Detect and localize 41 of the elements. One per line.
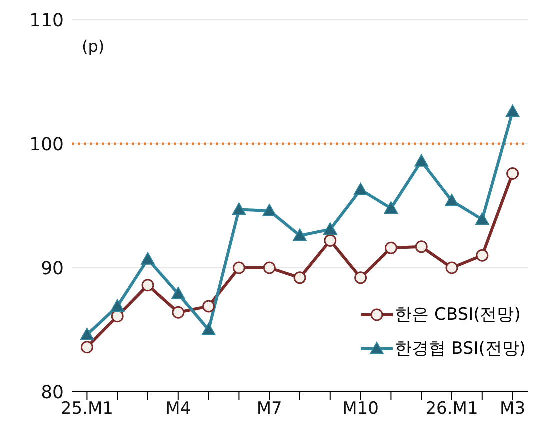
point — [384, 242, 398, 254]
point — [262, 204, 277, 216]
point — [476, 249, 489, 262]
point — [232, 202, 246, 216]
point — [80, 328, 94, 340]
point — [414, 154, 429, 167]
point — [141, 252, 155, 265]
point — [506, 168, 520, 180]
point — [142, 279, 154, 292]
point — [324, 234, 337, 247]
point — [294, 272, 306, 284]
point — [506, 104, 520, 118]
point — [446, 262, 458, 274]
y-tick-label: 90 — [41, 258, 64, 280]
y-axis-title: (p) — [82, 37, 105, 56]
point — [110, 299, 125, 312]
point — [415, 240, 428, 254]
point — [171, 287, 186, 300]
point — [354, 272, 368, 284]
point — [384, 201, 398, 214]
legend-label: 한은 CBSI(전망) — [395, 304, 521, 327]
x-tick-label: M7 — [256, 399, 282, 420]
point — [80, 341, 94, 354]
point — [323, 222, 338, 236]
point — [202, 323, 216, 336]
legend-label: 한경협 BSI(전망) — [395, 338, 526, 361]
point — [232, 262, 246, 274]
x-tick-label: 25.M1 — [60, 399, 114, 420]
x-tick-label: M3 — [500, 399, 526, 420]
x-tick-label: 26.M1 — [426, 399, 478, 420]
point — [354, 182, 368, 196]
y-tick-label: 100 — [30, 134, 64, 156]
x-tick-label: M4 — [166, 399, 192, 420]
point — [445, 194, 459, 207]
point — [202, 300, 216, 313]
point — [263, 262, 276, 274]
point — [475, 212, 490, 226]
y-tick-label: 110 — [30, 10, 64, 32]
point — [172, 306, 185, 319]
point — [293, 228, 307, 242]
x-tick-label: M10 — [342, 399, 379, 420]
